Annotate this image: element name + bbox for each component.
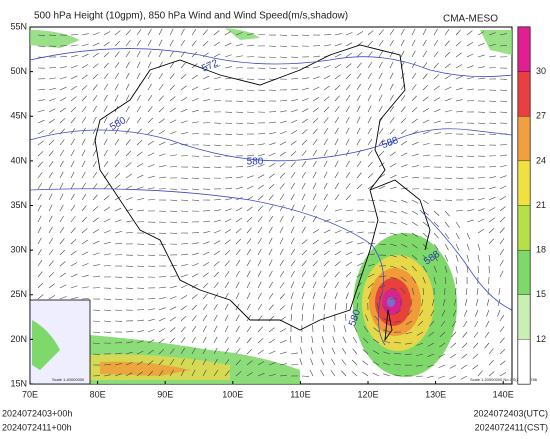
lon-label: 90E [157,389,173,399]
colorbar-tick-label: 18 [536,245,546,255]
lat-label: 25N [10,289,27,299]
colorbar-band [518,250,530,295]
source-label: CMA-MESO [443,14,498,25]
lat-label: 55N [10,21,27,31]
map-title: 500 hPa Height (10gpm), 850 hPa Wind and… [34,11,348,22]
colorbar-tick-label: 21 [536,200,546,210]
colorbar-band [518,116,530,161]
colorbar-band [518,295,530,340]
lon-label: 140E [493,389,514,399]
lat-label: 15N [10,378,27,388]
colorbar-band [518,339,530,384]
inset-scale: Scale 1:40000000 [52,377,85,382]
lon-label: 130E [425,389,446,399]
colorbar-band [518,161,530,206]
footer-left: 2024072411+00h [2,422,72,432]
colorbar-tick-label: 27 [536,111,546,121]
lat-label: 35N [10,200,27,210]
contour-label: 580 [247,157,264,168]
lon-label: 100E [222,389,243,399]
lat-label: 45N [10,111,27,121]
footer-left: 2024072403+00h [2,408,72,418]
map-area: Scale 1:40000000 Scale 1:20000000 No.GS(… [30,27,538,384]
footer-right: 2024072403(UTC) [473,408,548,418]
lon-label: 80E [90,389,106,399]
lat-label: 40N [10,155,27,165]
lat-label: 30N [10,245,27,255]
colorbar-tick-label: 24 [536,155,546,165]
lat-label: 50N [10,66,27,76]
lat-label: 20N [10,334,27,344]
lon-label: 120E [357,389,378,399]
colorbar-tick-label: 12 [536,334,546,344]
lon-label: 110E [290,389,310,399]
footer-right: 2024072411(CST) [475,422,548,432]
colorbar-tick-label: 30 [536,66,546,76]
colorbar-tick-label: 15 [536,289,546,299]
colorbar-band [518,27,530,72]
colorbar-band [518,206,530,251]
colorbar-band [518,72,530,117]
lon-label: 70E [22,389,38,399]
